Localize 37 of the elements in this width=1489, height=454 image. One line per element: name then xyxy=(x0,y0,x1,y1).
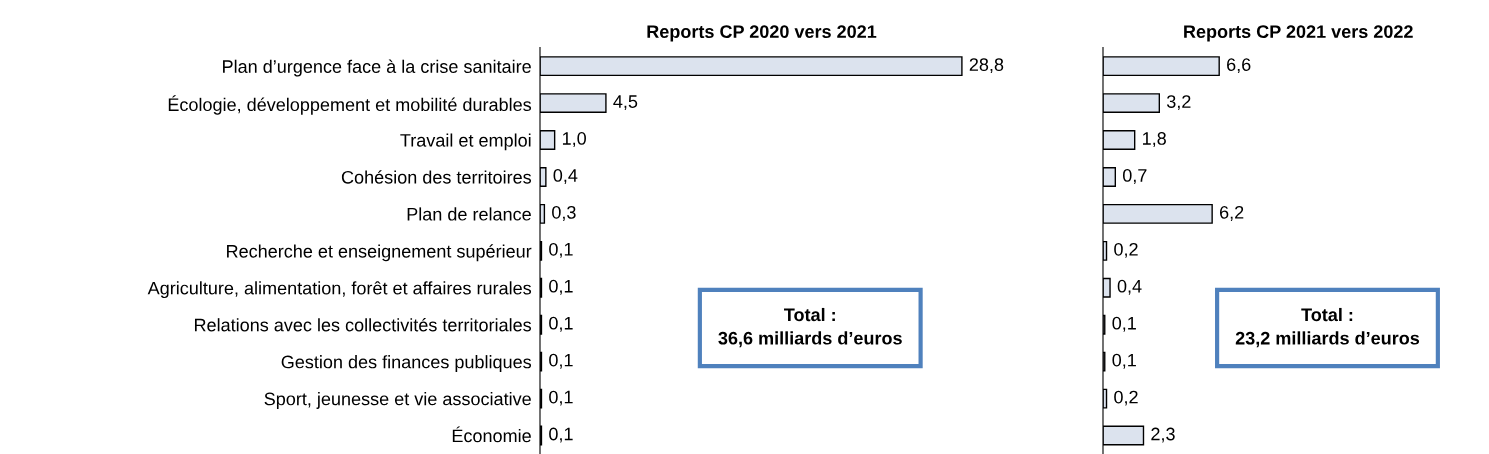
data-label: 0,1 xyxy=(549,279,573,295)
y-tick-label: Sport, jeunesse et vie associative xyxy=(264,392,531,409)
y-tick-label: Cohésion des territoires xyxy=(341,170,532,184)
data-label: 0,1 xyxy=(549,242,573,258)
text: Total : 23,2 milliards d’euros xyxy=(1235,307,1420,348)
chart-title: Reports CP 2020 vers 2021 xyxy=(647,25,877,42)
data-label: 0,3 xyxy=(552,205,576,221)
data-label: 3,2 xyxy=(1166,95,1191,111)
data-label: 0,1 xyxy=(1112,316,1136,332)
y-tick-label: Recherche et enseignement supérieur xyxy=(227,244,532,262)
annotation: Total : 36,6 milliards d’euros xyxy=(718,307,902,348)
y-tick-label: Économie xyxy=(452,426,531,443)
data-label: 0,2 xyxy=(1114,390,1138,406)
y-tick-label: Travail et emploi xyxy=(400,133,531,151)
y-tick-label: Plan de relance xyxy=(407,207,531,221)
data-label: 6,6 xyxy=(1227,58,1251,74)
data-label: 0,7 xyxy=(1122,169,1147,184)
data-label: 0,1 xyxy=(549,427,573,443)
data-label: 6,2 xyxy=(1220,205,1244,221)
y-tick-label: Plan d’urgence face à la crise sanitaire xyxy=(223,59,531,77)
data-label: 0,2 xyxy=(1114,242,1138,258)
data-label: 1,0 xyxy=(562,132,586,147)
data-label: 0,4 xyxy=(553,169,578,184)
data-label: 28,8 xyxy=(969,58,1004,74)
data-label: 0,1 xyxy=(549,316,573,332)
data-label: 0,1 xyxy=(549,353,573,369)
y-tick-label: Gestion des finances publiques xyxy=(281,355,532,372)
y-tick-label: Agriculture, alimentation, forêt et affaires rurales xyxy=(147,281,532,299)
data-label: 0,4 xyxy=(1117,279,1142,295)
data-label: 2,3 xyxy=(1151,427,1175,443)
data-label: 0,1 xyxy=(549,390,573,406)
data-label: 1,8 xyxy=(1143,132,1166,147)
data-label: 0,1 xyxy=(1112,353,1136,369)
text: Reports CP 2021 vers 2022 xyxy=(1184,25,1413,42)
data-label: 4,5 xyxy=(613,95,638,111)
y-tick-label: Écologie, développement et mobilité durables xyxy=(168,95,532,115)
y-tick-label: Relations avec les collectivités territoriales xyxy=(194,317,532,332)
